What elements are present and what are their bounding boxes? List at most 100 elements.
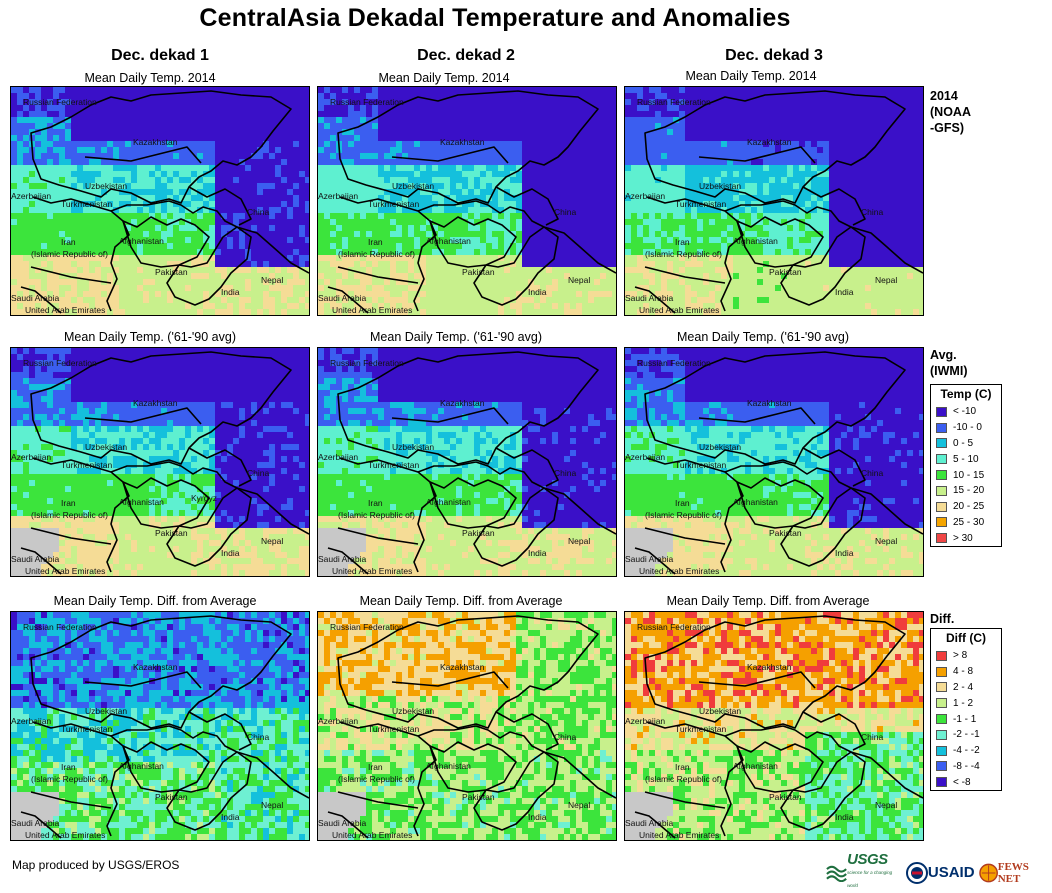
raster-cell (474, 165, 481, 172)
raster-cell (125, 267, 132, 274)
raster-cell (95, 165, 102, 172)
raster-cell (17, 213, 24, 220)
raster-cell (805, 207, 812, 214)
raster-cell (643, 219, 650, 226)
raster-cell (167, 303, 174, 310)
raster-cell (287, 207, 294, 214)
raster-cell (101, 123, 108, 130)
raster-cell (65, 93, 72, 100)
raster-cell (835, 207, 842, 214)
raster-cell (691, 213, 698, 220)
raster-cell (468, 195, 475, 202)
raster-cell (637, 213, 644, 220)
raster-cell (594, 267, 601, 274)
raster-cell (366, 291, 373, 298)
raster-cell (546, 285, 553, 292)
raster-cell (89, 297, 96, 304)
raster-cell (233, 207, 240, 214)
raster-cell (179, 159, 186, 166)
raster-cell (703, 177, 710, 184)
raster-cell (456, 123, 463, 130)
raster-cell (372, 201, 379, 208)
raster-cell (209, 297, 216, 304)
raster-cell (516, 195, 523, 202)
raster-cell (263, 285, 270, 292)
raster-cell (673, 165, 680, 172)
raster-cell (173, 99, 180, 106)
raster-cell (438, 255, 445, 262)
raster-cell (408, 249, 415, 256)
raster-cell (438, 219, 445, 226)
raster-cell (209, 111, 216, 118)
raster-cell (498, 189, 505, 196)
raster-cell (727, 165, 734, 172)
raster-cell (558, 261, 565, 268)
raster-cell (913, 189, 920, 196)
raster-cell (185, 105, 192, 112)
raster-cell (540, 201, 547, 208)
raster-cell (35, 207, 42, 214)
raster-cell (432, 225, 439, 232)
raster-cell (480, 255, 487, 262)
raster-cell (871, 123, 878, 130)
raster-cell (191, 183, 198, 190)
raster-cell (883, 93, 890, 100)
raster-cell (661, 129, 668, 136)
raster-cell (486, 141, 493, 148)
raster-cell (89, 147, 96, 154)
raster-cell (787, 141, 794, 148)
raster-cell (29, 171, 36, 178)
country-label-iran_2: (Islamic Republic of) (338, 249, 415, 259)
raster-cell (426, 219, 433, 226)
raster-cell (570, 129, 577, 136)
raster-cell (901, 201, 908, 208)
raster-cell (871, 147, 878, 154)
raster-cell (275, 147, 282, 154)
raster-cell (420, 267, 427, 274)
raster-cell (293, 189, 300, 196)
raster-cell (913, 135, 920, 142)
raster-cell (570, 309, 577, 315)
raster-cell (414, 261, 421, 268)
raster-cell (745, 111, 752, 118)
raster-cell (95, 171, 102, 178)
raster-cell (528, 105, 535, 112)
raster-cell (486, 291, 493, 298)
raster-cell (625, 213, 632, 220)
raster-cell (576, 171, 583, 178)
raster-cell (625, 195, 632, 202)
raster-cell (366, 285, 373, 292)
raster-cell (191, 117, 198, 124)
raster-cell (631, 213, 638, 220)
raster-cell (582, 213, 589, 220)
raster-cell (348, 219, 355, 226)
raster-cell (522, 135, 529, 142)
raster-cell (757, 153, 764, 160)
raster-cell (781, 177, 788, 184)
raster-cell (612, 297, 616, 304)
raster-cell (173, 249, 180, 256)
raster-cell (281, 261, 288, 268)
raster-cell (402, 207, 409, 214)
raster-cell (408, 195, 415, 202)
raster-cell (209, 117, 216, 124)
raster-cell (558, 243, 565, 250)
country-label-uae: United Arab Emirates (332, 305, 412, 315)
raster-cell (751, 111, 758, 118)
raster-cell (251, 231, 258, 238)
raster-cell (847, 105, 854, 112)
raster-cell (71, 249, 78, 256)
raster-cell (751, 171, 758, 178)
raster-cell (781, 117, 788, 124)
raster-cell (564, 213, 571, 220)
raster-cell (570, 123, 577, 130)
raster-cell (257, 159, 264, 166)
raster-cell (77, 213, 84, 220)
raster-cell (739, 195, 746, 202)
raster-cell (161, 279, 168, 286)
raster-cell (287, 135, 294, 142)
raster-cell (125, 123, 132, 130)
raster-cell (504, 165, 511, 172)
raster-cell (107, 231, 114, 238)
raster-cell (330, 99, 337, 106)
